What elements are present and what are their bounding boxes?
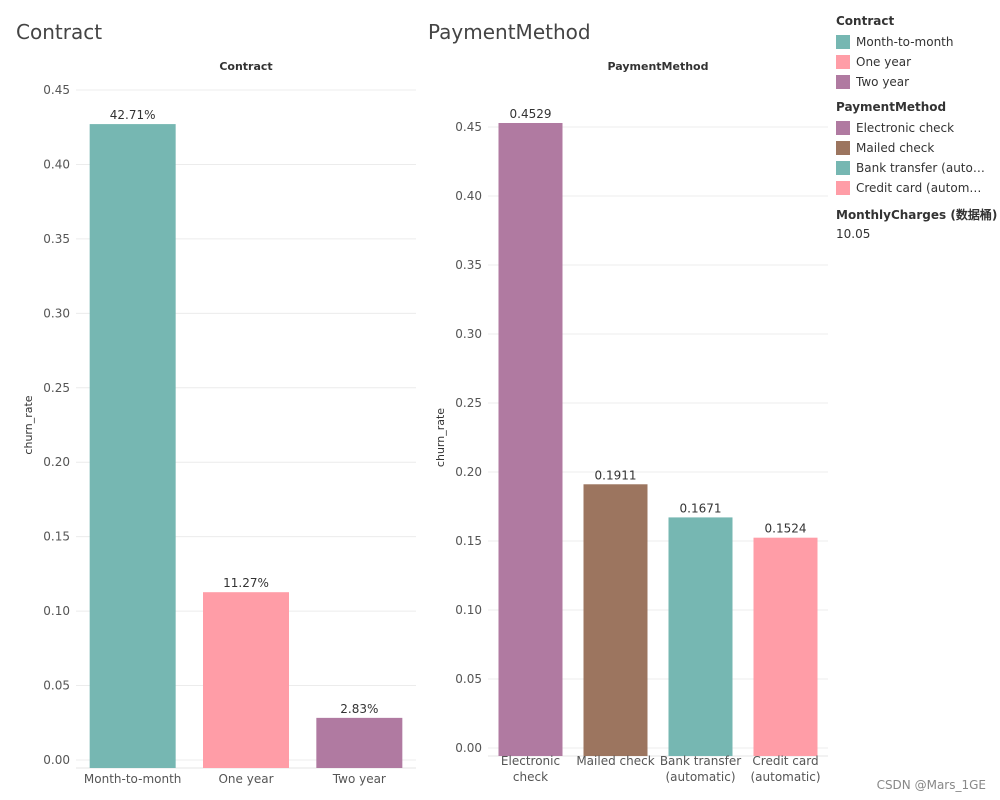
legend-swatch [836, 35, 850, 49]
legend-label: One year [856, 55, 912, 69]
legend-swatch [836, 55, 850, 69]
legend-payment: PaymentMethod Electronic check Mailed ch… [836, 100, 996, 198]
legend-label: Bank transfer (automatic) [856, 161, 988, 175]
y-tick-label: 0.20 [43, 455, 70, 469]
legend-item[interactable]: Bank transfer (automatic) [836, 158, 996, 178]
legend-swatch [836, 161, 850, 175]
legend-contract: Contract Month-to-month One year Two yea… [836, 14, 996, 92]
legend-item[interactable]: Electronic check [836, 118, 996, 138]
legend-swatch [836, 141, 850, 155]
bar [583, 484, 648, 756]
y-tick-label: 0.00 [455, 741, 482, 755]
watermark: CSDN @Mars_1GE [876, 778, 986, 792]
y-tick-label: 0.30 [455, 327, 482, 341]
y-tick-label: 0.45 [455, 120, 482, 134]
chart-header: PaymentMethod [608, 60, 709, 73]
bar [498, 122, 563, 757]
x-tick-label: Mailed check [576, 754, 654, 768]
data-label: 11.27% [223, 576, 269, 590]
y-tick-label: 0.40 [455, 189, 482, 203]
legend-label: Credit card (automatic) [856, 181, 988, 195]
legend-label: Month-to-month [856, 35, 954, 49]
data-label: 42.71% [110, 108, 156, 122]
contract-sheet-title: Contract [16, 20, 103, 44]
charts-canvas: Contract 0.00 0.05 0.10 0.15 0.20 0.25 0.30 0.35… [22, 60, 828, 786]
y-tick-label: 0.10 [455, 603, 482, 617]
legend-swatch [836, 181, 850, 195]
legend-contract-title: Contract [836, 14, 895, 28]
y-tick-label: 0.05 [455, 672, 482, 686]
data-label: 0.4529 [510, 107, 552, 121]
legend-filter-title: MonthlyCharges (数据桶) .. [836, 208, 1000, 222]
y-tick-label: 0.40 [43, 157, 70, 171]
legend-item[interactable]: Month-to-month [836, 32, 996, 52]
legend-item[interactable]: Two year [836, 72, 996, 92]
y-tick-label: 0.10 [43, 604, 70, 618]
legend-swatch [836, 75, 850, 89]
y-tick-label: 0.20 [455, 465, 482, 479]
x-tick-label: One year [218, 772, 273, 786]
y-tick-label: 0.35 [455, 258, 482, 272]
y-tick-label: 0.00 [43, 753, 70, 767]
data-label: 0.1524 [765, 522, 807, 536]
legend-swatch [836, 121, 850, 135]
x-tick-label: Electronic [501, 754, 560, 768]
y-tick-label: 0.15 [455, 534, 482, 548]
legend-filter-value: 10.05 [836, 227, 871, 241]
y-axis-label: churn_rate [434, 408, 447, 467]
y-tick-label: 0.05 [43, 679, 70, 693]
data-label: 2.83% [340, 702, 378, 716]
y-tick-label: 0.30 [43, 306, 70, 320]
legend-label: Electronic check [856, 121, 955, 135]
bar [668, 517, 733, 756]
x-tick-label: Bank transfer [660, 754, 741, 768]
bar [316, 717, 403, 768]
legend-payment-title: PaymentMethod [836, 100, 947, 114]
data-label: 0.1911 [595, 468, 637, 482]
x-tick-label: Two year [332, 772, 386, 786]
x-tick-label: (automatic) [665, 770, 735, 784]
payment-sheet-title: PaymentMethod [428, 20, 591, 44]
y-tick-label: 0.35 [43, 232, 70, 246]
legend-item[interactable]: Mailed check [836, 138, 996, 158]
y-tick-label: 0.25 [455, 396, 482, 410]
x-tick-label: check [513, 770, 548, 784]
chart-header: Contract [219, 60, 272, 73]
data-label: 0.1671 [680, 501, 722, 515]
legend-panel: Contract Month-to-month One year Two yea… [836, 14, 1000, 249]
legend-item[interactable]: One year [836, 52, 996, 72]
y-tick-label: 0.15 [43, 530, 70, 544]
legend-item[interactable]: Credit card (automatic) [836, 178, 996, 198]
bar [89, 124, 176, 768]
x-tick-label: (automatic) [750, 770, 820, 784]
legend-filter[interactable]: MonthlyCharges (数据桶) .. 10.05 [836, 206, 1000, 241]
legend-label: Two year [856, 75, 910, 89]
x-tick-label: Month-to-month [84, 772, 182, 786]
y-tick-label: 0.45 [43, 83, 70, 97]
bar [203, 592, 289, 768]
x-tick-label: Credit card [752, 754, 818, 768]
legend-label: Mailed check [856, 141, 935, 155]
y-axis-label: churn_rate [22, 395, 35, 454]
y-tick-label: 0.25 [43, 381, 70, 395]
bar [753, 537, 818, 756]
